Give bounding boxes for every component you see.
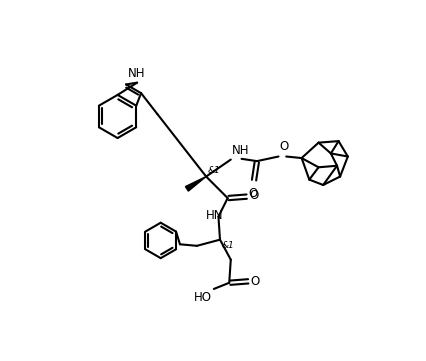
Text: O: O — [279, 140, 288, 153]
Text: HN: HN — [206, 209, 223, 222]
Text: O: O — [248, 187, 257, 200]
Polygon shape — [185, 177, 206, 191]
Text: NH: NH — [128, 66, 146, 79]
Text: &1: &1 — [221, 241, 234, 250]
Text: NH: NH — [232, 144, 249, 157]
Text: HO: HO — [194, 291, 212, 304]
Text: O: O — [250, 275, 259, 288]
Text: O: O — [249, 189, 258, 202]
Text: &1: &1 — [207, 166, 220, 175]
